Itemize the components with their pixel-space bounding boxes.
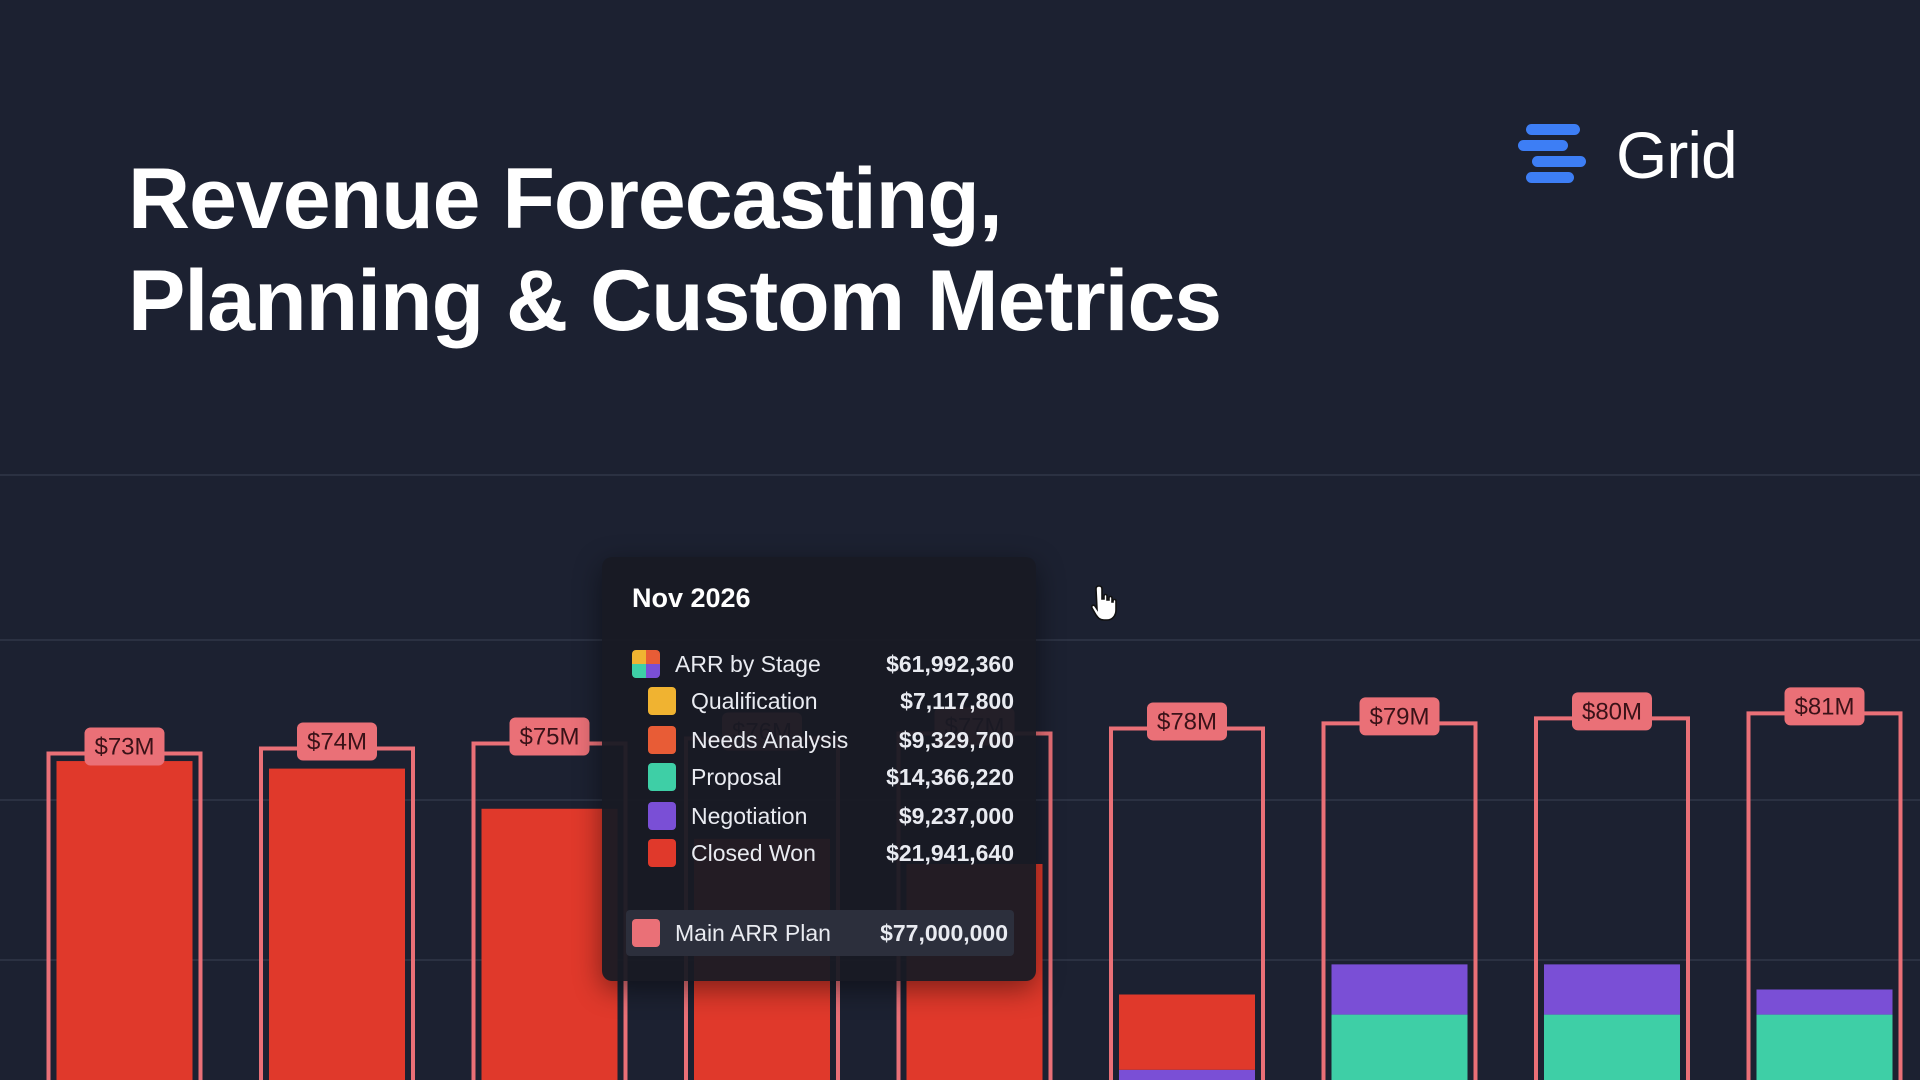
tooltip-row-label: Closed Won [691, 839, 816, 866]
tooltip-row: Qualification $7,117,800 [648, 681, 1014, 721]
tooltip-row-value: $14,366,220 [886, 763, 1014, 790]
bar-segment [1331, 964, 1468, 1015]
headline: Revenue Forecasting, Planning & Custom M… [128, 148, 1222, 352]
tooltip-row-value: $61,992,360 [886, 650, 1014, 677]
chart-tooltip: Nov 2026 ARR by Stage $61,992,360 Qualific… [602, 557, 1036, 981]
tooltip-row-value: $21,941,640 [886, 839, 1014, 866]
plan-label-pill [297, 722, 377, 761]
hand-cursor-icon [1090, 585, 1117, 621]
legend-swatch [648, 839, 676, 867]
bar-segment [1331, 1014, 1468, 1080]
bar-segment [1119, 1069, 1255, 1080]
bar-segment [1544, 964, 1680, 1015]
tooltip-row: ARR by Stage $61,992,360 [632, 644, 1014, 684]
tooltip-row-label: Main ARR Plan [675, 919, 831, 946]
tooltip-row-value: $9,329,700 [898, 726, 1014, 753]
legend-swatch [648, 726, 676, 754]
plan-label: $79M [1369, 703, 1429, 730]
bar-segment [1756, 1014, 1893, 1080]
plan-label: $75M [519, 724, 579, 751]
tooltip-row-label: ARR by Stage [675, 650, 821, 677]
bar-segment [56, 761, 193, 1080]
legend-swatch [648, 687, 676, 715]
tooltip-title: Nov 2026 [632, 583, 751, 613]
headline-line-2: Planning & Custom Metrics [128, 253, 1222, 349]
legend-swatch [648, 763, 676, 791]
headline-line-1: Revenue Forecasting, [128, 151, 1003, 247]
plan-label: $74M [307, 729, 367, 756]
bar-segment [1544, 1014, 1680, 1080]
plan-label: $81M [1794, 693, 1854, 720]
tooltip-row-plan: Main ARR Plan $77,000,000 [626, 910, 1014, 956]
logo-text: Grid [1616, 118, 1738, 192]
legend-swatch [632, 650, 660, 678]
bar-segment [1756, 989, 1893, 1015]
tooltip-row: Needs Analysis $9,329,700 [648, 720, 1014, 760]
tooltip-row-value: $77,000,000 [880, 919, 1008, 946]
plan-label-pill [1572, 692, 1652, 731]
tooltip-row-label: Needs Analysis [691, 726, 849, 753]
plan-label-pill [1147, 702, 1227, 741]
tooltip-row-label: Qualification [691, 687, 818, 714]
bar-segment [1119, 994, 1255, 1070]
tooltip-row-label: Proposal [691, 763, 782, 790]
tooltip-row-value: $7,117,800 [900, 687, 1014, 714]
bar-segment [269, 768, 405, 1080]
grid-logo-icon [1518, 118, 1600, 192]
grid-logo: Grid [1518, 118, 1738, 192]
tooltip-row: Closed Won $21,941,640 [648, 833, 1014, 873]
plan-label-pill [509, 717, 590, 756]
bar-segment [481, 808, 618, 1080]
plan-label: $78M [1157, 708, 1217, 735]
plan-swatch [632, 919, 660, 947]
plan-label-pill [1359, 697, 1440, 736]
tooltip-row-label: Negotiation [691, 802, 808, 829]
legend-swatch [648, 802, 676, 830]
tooltip-row: Proposal $14,366,220 [648, 757, 1014, 797]
plan-label-pill [84, 727, 165, 766]
plan-label: $73M [94, 734, 154, 761]
plan-label: $80M [1582, 698, 1642, 725]
plan-label-pill [1784, 687, 1865, 726]
tooltip-row: Negotiation $9,237,000 [648, 796, 1014, 836]
tooltip-row-value: $9,237,000 [898, 802, 1014, 829]
